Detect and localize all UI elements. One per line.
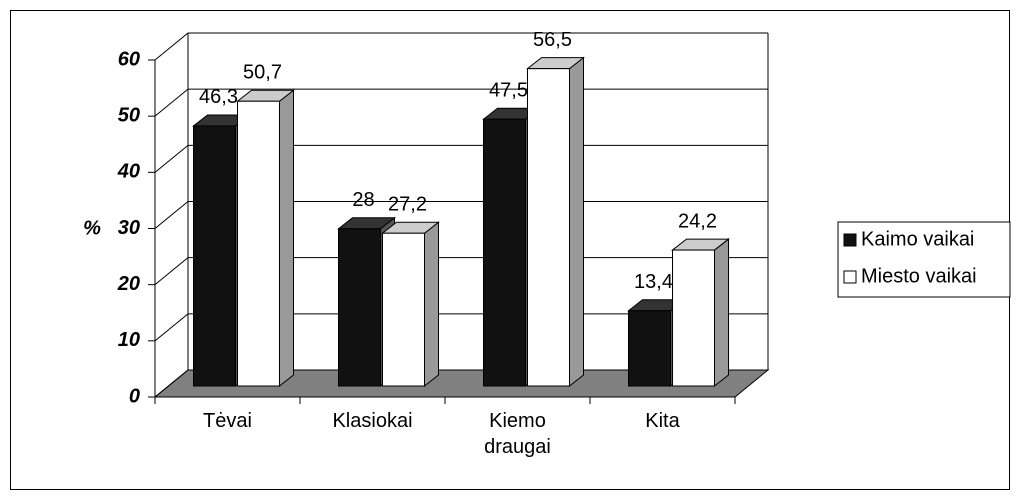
bar	[671, 238, 730, 388]
grid-line	[154, 313, 189, 342]
grid-line	[154, 144, 189, 173]
y-axis-label: %	[83, 217, 101, 239]
y-tick-label: 50	[118, 104, 140, 126]
y-tick-label: 30	[118, 217, 140, 239]
x-tick-label: Kiemo draugai	[484, 410, 551, 458]
data-label: 28	[352, 189, 374, 211]
y-tick-label: 40	[117, 161, 140, 183]
bar	[381, 221, 440, 388]
bar	[526, 56, 585, 388]
legend-label: Miesto vaikai	[861, 265, 977, 287]
bar-face	[714, 238, 729, 388]
data-label: 13,4	[634, 271, 673, 293]
bar-face	[279, 89, 294, 388]
legend-swatch	[843, 270, 857, 284]
bar-face	[237, 100, 280, 387]
data-label: 56,5	[533, 29, 572, 51]
y-tick-label: 10	[118, 329, 140, 351]
grid-line	[154, 201, 189, 229]
bar-face	[628, 310, 671, 387]
grid-line	[154, 88, 189, 117]
bar	[236, 89, 295, 388]
bar-face	[483, 118, 526, 387]
data-label: 24,2	[678, 210, 717, 232]
x-tick-label: Klasiokai	[332, 410, 413, 432]
data-label: 46,3	[199, 86, 238, 108]
bar-face	[672, 249, 715, 387]
legend-label: Kaimo vaikai	[861, 228, 974, 250]
data-label: 27,2	[388, 194, 427, 216]
x-tick-label: Tėvai	[203, 410, 252, 432]
data-label: 47,5	[489, 79, 528, 101]
y-tick-label: 60	[118, 48, 140, 70]
data-label: 50,7	[243, 62, 282, 84]
bar-face	[569, 56, 584, 388]
bar-face	[424, 221, 439, 388]
grid-line	[154, 369, 189, 398]
bar-face	[193, 125, 236, 387]
bar-face	[338, 228, 381, 387]
grid-line	[154, 32, 189, 61]
bar-face	[382, 232, 425, 387]
legend-box	[837, 221, 1011, 298]
x-tick-label: Kita	[645, 410, 680, 432]
y-tick-label: 20	[117, 273, 140, 295]
y-tick-label: 0	[129, 385, 140, 407]
legend-swatch	[843, 233, 857, 247]
bar-face	[527, 68, 570, 387]
grid-line	[154, 257, 189, 286]
